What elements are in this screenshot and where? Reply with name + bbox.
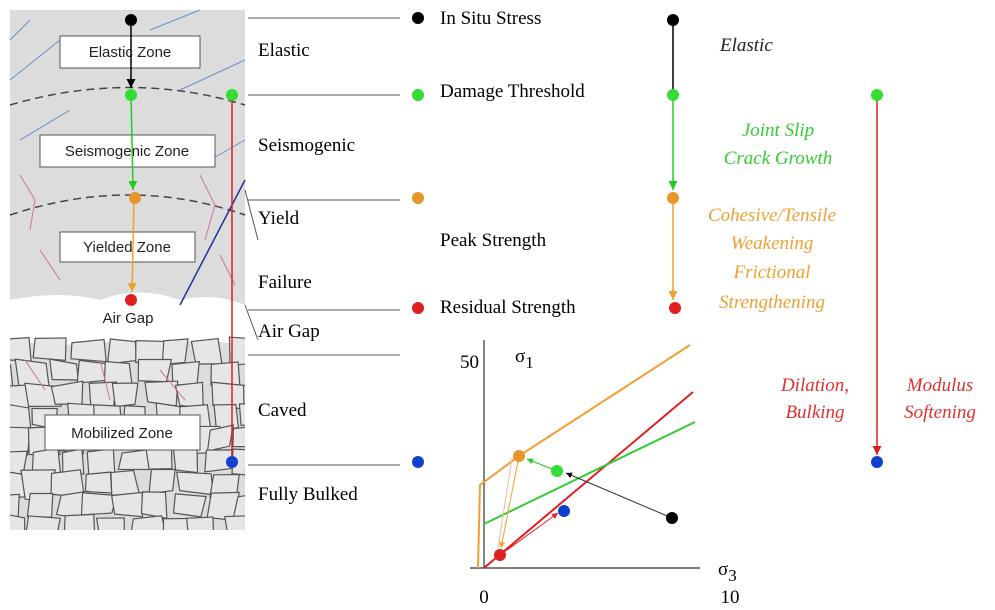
rubble-block	[233, 427, 255, 447]
stage-label: Yield	[258, 208, 300, 229]
zone-label: Mobilized Zone	[71, 425, 173, 442]
rubble-block	[112, 383, 138, 407]
x-tick-label: 0	[479, 587, 489, 608]
rubble-block	[225, 516, 258, 542]
process-label: Cohesive/Tensile	[708, 205, 836, 226]
svg-text:σ1: σ1	[515, 346, 534, 372]
rubble-block	[0, 337, 31, 361]
rubble-block	[0, 362, 13, 387]
rubble-block	[104, 361, 132, 385]
rubble-block	[118, 450, 149, 470]
state-label: Peak Strength	[440, 230, 547, 251]
svg-text:σ3: σ3	[718, 559, 737, 585]
rubble-block	[112, 492, 143, 516]
rubble-block	[25, 516, 60, 539]
zone-label: Air Gap	[103, 310, 154, 327]
separators	[245, 18, 400, 465]
stage-labels: Elastic Seismogenic Yield Failure Air Ga…	[258, 40, 358, 505]
rubble-block	[229, 337, 259, 365]
zone-label: Seismogenic Zone	[65, 143, 189, 160]
process-label: Joint Slip	[742, 120, 814, 141]
state-label: Damage Threshold	[440, 81, 585, 102]
process-label: Frictional	[732, 262, 810, 283]
rubble-block	[85, 472, 111, 493]
process-label: Softening	[904, 402, 976, 423]
rubble-block	[33, 338, 66, 360]
process-label: Modulus	[906, 375, 974, 396]
rubble-block	[174, 447, 198, 472]
rubble-block	[149, 469, 175, 493]
rubble-block	[27, 493, 52, 517]
zone-label: Yielded Zone	[83, 239, 171, 256]
rubble-block	[111, 470, 139, 495]
process-label: Strengthening	[719, 292, 825, 313]
state-label: In Situ Stress	[440, 8, 541, 29]
rubble-block	[146, 448, 172, 469]
x-axis-subscript: 3	[728, 566, 737, 585]
rubble-block	[0, 514, 24, 538]
process-label: Bulking	[785, 402, 844, 423]
stress-plot: 50 σ1 σ3 0 10	[460, 340, 740, 608]
rubble-block	[3, 404, 30, 430]
diagram: Elastic Zone Seismogenic Zone Yielded Zo…	[0, 0, 995, 610]
rubble-block	[108, 339, 137, 364]
y-tick-label: 50	[460, 352, 479, 373]
stage-label: Seismogenic	[258, 135, 355, 156]
rubble-block	[191, 339, 221, 365]
stage-label: Fully Bulked	[258, 484, 358, 505]
rubble-block	[187, 517, 214, 543]
state-label: Residual Strength	[440, 297, 576, 318]
process-label: Elastic	[719, 35, 773, 56]
y-axis-symbol: σ	[515, 346, 525, 367]
process-label: Crack Growth	[724, 148, 833, 169]
rubble-block	[176, 382, 204, 408]
rubble-block	[77, 360, 107, 383]
rubble-block	[71, 340, 106, 362]
stage-label: Failure	[258, 272, 312, 293]
y-axis-subscript: 1	[525, 353, 534, 372]
rubble-block	[64, 514, 95, 540]
rubble-block	[177, 472, 214, 495]
rubble-block	[141, 492, 166, 518]
stage-label: Elastic	[258, 40, 310, 61]
rubble-block	[174, 494, 207, 517]
state-markers: In Situ Stress Damage Threshold Peak Str…	[412, 8, 585, 468]
x-tick-label: 10	[721, 587, 740, 608]
rubble-block	[97, 518, 125, 539]
process-label: Weakening	[731, 233, 814, 254]
process-label: Dilation,	[780, 375, 849, 396]
stage-label: Air Gap	[258, 321, 320, 342]
zone-label: Elastic Zone	[89, 44, 172, 61]
rubble-block	[131, 516, 167, 539]
stage-label: Caved	[258, 400, 307, 421]
x-axis-symbol: σ	[718, 559, 728, 580]
